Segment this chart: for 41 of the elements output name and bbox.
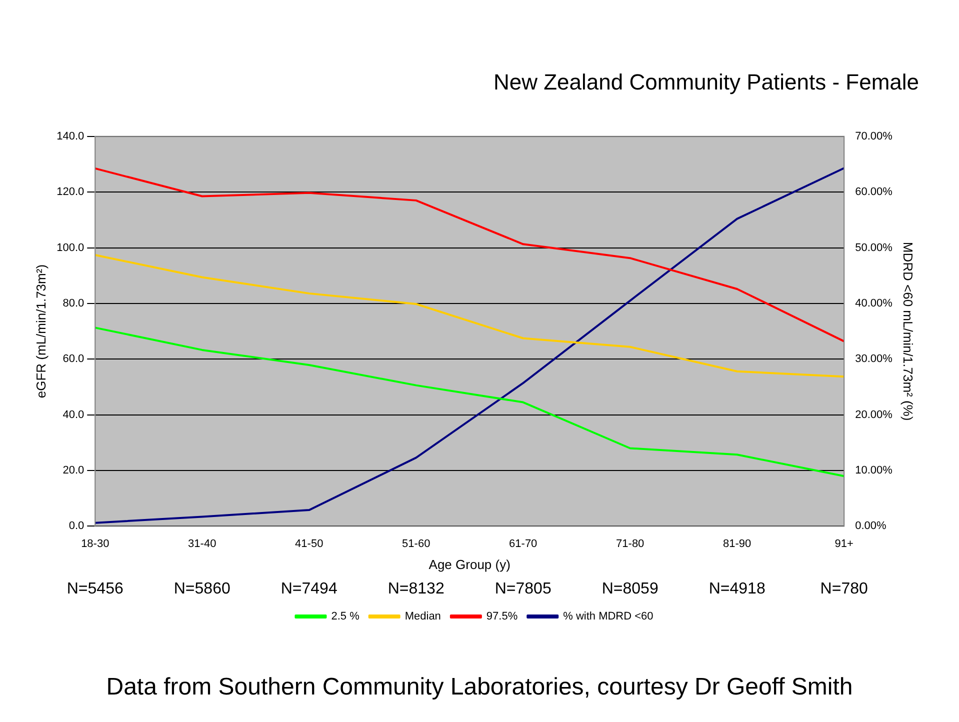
x-axis-title: Age Group (y) xyxy=(428,556,510,572)
y-tick-label: 60.0 xyxy=(62,353,84,366)
y2-tick-label: 70.00% xyxy=(855,130,893,142)
y-tick-label: 120.0 xyxy=(56,186,84,198)
y2-tick-label: 40.00% xyxy=(855,297,893,310)
y-tick-label: 20.0 xyxy=(62,464,84,477)
y2-tick-label: 30.00% xyxy=(855,353,893,366)
text: N=4918 xyxy=(708,580,766,598)
y-tick-label: 80.0 xyxy=(62,297,84,310)
y-tick-label: 140.0 xyxy=(56,130,84,142)
text: N=8132 xyxy=(388,580,444,598)
x-tick-label: 41-50 xyxy=(295,538,324,550)
x-tick-label: 81-90 xyxy=(723,538,752,550)
text: N=5860 xyxy=(174,580,230,598)
legend-label: 97.5% xyxy=(486,610,518,623)
x-tick-label: 51-60 xyxy=(402,538,430,550)
text: N=7494 xyxy=(280,580,338,598)
y-tick-label: 0.0 xyxy=(68,520,84,532)
y2-tick-label: 60.00% xyxy=(855,186,893,198)
y2-tick-label: 0.00% xyxy=(855,520,886,532)
legend-label: 2.5 % xyxy=(331,610,360,623)
text: N=5456 xyxy=(66,580,124,598)
y2-tick-label: 10.00% xyxy=(855,464,893,477)
y-axis-title: eGFR (mL/min/1.73m²) xyxy=(33,264,48,398)
x-tick-label: 18-30 xyxy=(81,538,110,550)
legend-label: Median xyxy=(404,610,441,623)
x-tick-label: 61-70 xyxy=(509,538,538,550)
text: N=7805 xyxy=(494,580,552,598)
text: Data from Southern Community Laboratories, courtesy Dr Geoff Smith xyxy=(106,674,853,701)
y2-tick-label: 20.00% xyxy=(855,408,893,421)
y2-axis-title: MDRD <60 mL/min/1.73m² (%) xyxy=(900,242,916,421)
x-tick-label: 91+ xyxy=(834,538,854,550)
legend-label: % with MDRD <60 xyxy=(563,610,654,623)
text: N=780 xyxy=(820,580,868,598)
chart-title: New Zealand Community Patients - Female xyxy=(494,69,919,94)
y2-tick-label: 50.00% xyxy=(855,242,893,254)
x-tick-label: 71-80 xyxy=(616,538,644,550)
x-tick-label: 31-40 xyxy=(188,538,216,550)
y-tick-label: 100.0 xyxy=(56,242,84,254)
y-tick-label: 40.0 xyxy=(62,408,84,421)
text: N=8059 xyxy=(602,580,658,598)
